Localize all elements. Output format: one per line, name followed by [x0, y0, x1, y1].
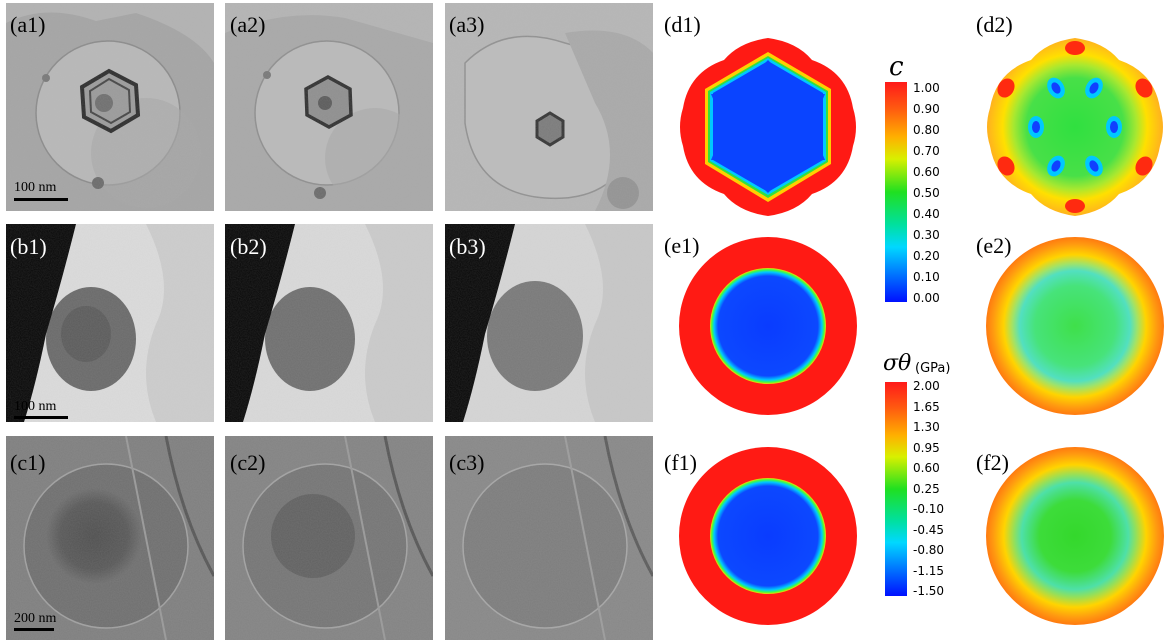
scale-bar-c1: [14, 628, 54, 631]
panel-label-b3: (b3): [449, 234, 486, 259]
tem-image-b1: [6, 224, 214, 422]
colorbar-stress-tick: 0.60: [913, 461, 940, 475]
colorbar-concentration-tick: 0.40: [913, 207, 940, 221]
colorbar-stress-tick: -0.80: [913, 543, 945, 557]
sim-e2-stress-circle: [986, 237, 1164, 415]
colorbar-stress: [885, 382, 907, 596]
panel-label-e1: (e1): [664, 233, 700, 258]
colorbar-concentration-tick: 0.00: [913, 291, 940, 305]
colorbar-stress-tick: 1.30: [913, 420, 940, 434]
colorbar-stress-tick: -0.10: [913, 502, 945, 516]
tem-image-a3: [445, 3, 653, 211]
panel-label-a1: (a1): [10, 12, 46, 37]
colorbar-concentration-tick: 0.20: [913, 249, 940, 263]
tem-image-c3: [445, 436, 653, 640]
colorbar-stress-tick: 1.65: [913, 399, 940, 414]
colorbar-stress-tick: 0.25: [913, 481, 940, 496]
colorbar-concentration-tick: 0.10: [913, 270, 940, 284]
colorbar-stress-tick: -1.15: [913, 563, 945, 578]
tem-image-b3: [445, 224, 653, 422]
panel-label-d1: (d1): [664, 12, 701, 37]
scale-bar-label-a1: 100 nm: [14, 180, 57, 195]
sim-d1-concentration-hexagon: [680, 38, 856, 216]
tem-image-a2: [225, 3, 433, 211]
scale-bar-label-b1: 100 nm: [14, 399, 57, 414]
sim-e1-concentration-circle: [679, 237, 857, 415]
colorbar-concentration-tick: 0.90: [913, 102, 940, 116]
colorbar-stress-tick: 0.95: [913, 440, 940, 455]
colorbar-concentration-tick: 0.60: [913, 165, 940, 179]
colorbar-c-title: c: [889, 52, 904, 82]
panel-label-f2: (f2): [976, 450, 1009, 475]
colorbar-concentration-tick: 0.50: [913, 186, 940, 200]
scale-bar-a1: [14, 198, 68, 201]
colorbar-stress-tick: -0.45: [913, 522, 945, 537]
panel-label-b1: (b1): [10, 234, 47, 259]
colorbar-concentration-tick: 0.70: [913, 144, 940, 158]
sim-f2-stress-circle: [986, 447, 1164, 625]
sim-f1-concentration-circle: [679, 447, 857, 625]
panel-label-f1: (f1): [664, 450, 697, 475]
colorbar-concentration-tick: 1.00: [913, 81, 940, 95]
colorbar-stress-title: σθ: [883, 351, 912, 376]
panel-label-e2: (e2): [976, 233, 1012, 258]
tem-image-a1: [6, 3, 214, 211]
colorbar-concentration-tick: 0.30: [913, 228, 940, 242]
panel-label-b2: (b2): [230, 234, 267, 259]
colorbar-concentration-tick: 0.80: [913, 123, 940, 137]
colorbar-stress-tick: -1.50: [913, 584, 945, 598]
colorbar-stress-tick: 2.00: [913, 379, 940, 393]
panel-label-c3: (c3): [449, 450, 485, 475]
tem-image-b2: [225, 224, 433, 422]
panel-label-a3: (a3): [449, 12, 485, 37]
sim-d2-stress-hexagon: [987, 38, 1163, 216]
tem-image-c1: [6, 436, 214, 640]
panel-label-c1: (c1): [10, 450, 46, 475]
colorbar-concentration: [885, 82, 907, 302]
scale-bar-b1: [14, 416, 68, 419]
panel-label-a2: (a2): [230, 12, 266, 37]
colorbar-stress-unit: (GPa): [915, 361, 951, 376]
panel-label-c2: (c2): [230, 450, 266, 475]
panel-label-d2: (d2): [976, 12, 1013, 37]
tem-image-c2: [225, 436, 433, 640]
scale-bar-label-c1: 200 nm: [14, 611, 57, 626]
